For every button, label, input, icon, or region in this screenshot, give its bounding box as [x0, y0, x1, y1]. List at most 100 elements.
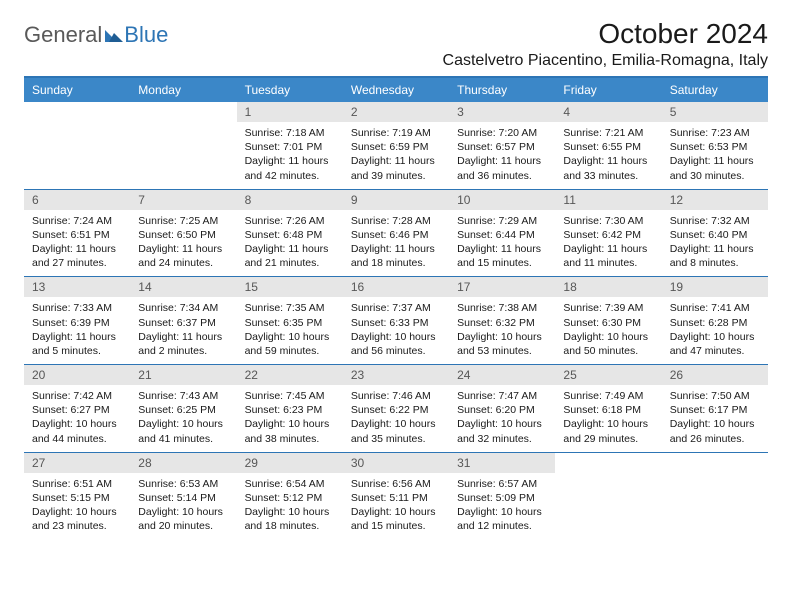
- day-number: 5: [662, 102, 768, 122]
- day-cell: 5Sunrise: 7:23 AMSunset: 6:53 PMDaylight…: [662, 102, 768, 189]
- day-details: Sunrise: 7:30 AMSunset: 6:42 PMDaylight:…: [555, 210, 661, 277]
- day-number: 8: [237, 190, 343, 210]
- dayname-sat: Saturday: [662, 78, 768, 102]
- day-number: 13: [24, 277, 130, 297]
- day-details: Sunrise: 7:21 AMSunset: 6:55 PMDaylight:…: [555, 122, 661, 189]
- brand-part2: Blue: [124, 22, 168, 48]
- day-number: 23: [343, 365, 449, 385]
- day-details: Sunrise: 7:43 AMSunset: 6:25 PMDaylight:…: [130, 385, 236, 452]
- day-cell: 30Sunrise: 6:56 AMSunset: 5:11 PMDayligh…: [343, 453, 449, 540]
- day-cell: 16Sunrise: 7:37 AMSunset: 6:33 PMDayligh…: [343, 277, 449, 364]
- calendar-page: General Blue October 2024 Castelvetro Pi…: [0, 0, 792, 559]
- day-number: 16: [343, 277, 449, 297]
- week-row: 6Sunrise: 7:24 AMSunset: 6:51 PMDaylight…: [24, 189, 768, 277]
- day-number: 31: [449, 453, 555, 473]
- day-cell: 19Sunrise: 7:41 AMSunset: 6:28 PMDayligh…: [662, 277, 768, 364]
- dayname-tue: Tuesday: [237, 78, 343, 102]
- day-details: Sunrise: 7:29 AMSunset: 6:44 PMDaylight:…: [449, 210, 555, 277]
- day-number: 20: [24, 365, 130, 385]
- day-details: Sunrise: 7:46 AMSunset: 6:22 PMDaylight:…: [343, 385, 449, 452]
- day-details: Sunrise: 7:28 AMSunset: 6:46 PMDaylight:…: [343, 210, 449, 277]
- day-cell: 29Sunrise: 6:54 AMSunset: 5:12 PMDayligh…: [237, 453, 343, 540]
- empty-cell: [24, 102, 130, 189]
- dayname-mon: Monday: [130, 78, 236, 102]
- day-number: 15: [237, 277, 343, 297]
- calendar: Sunday Monday Tuesday Wednesday Thursday…: [24, 76, 768, 539]
- header: General Blue October 2024 Castelvetro Pi…: [24, 18, 768, 70]
- day-number: 24: [449, 365, 555, 385]
- day-details: Sunrise: 7:32 AMSunset: 6:40 PMDaylight:…: [662, 210, 768, 277]
- day-number: 2: [343, 102, 449, 122]
- week-row: 1Sunrise: 7:18 AMSunset: 7:01 PMDaylight…: [24, 102, 768, 189]
- day-cell: 12Sunrise: 7:32 AMSunset: 6:40 PMDayligh…: [662, 190, 768, 277]
- day-cell: 11Sunrise: 7:30 AMSunset: 6:42 PMDayligh…: [555, 190, 661, 277]
- dayname-thu: Thursday: [449, 78, 555, 102]
- day-cell: 25Sunrise: 7:49 AMSunset: 6:18 PMDayligh…: [555, 365, 661, 452]
- day-number: 18: [555, 277, 661, 297]
- day-number: 17: [449, 277, 555, 297]
- day-cell: 22Sunrise: 7:45 AMSunset: 6:23 PMDayligh…: [237, 365, 343, 452]
- day-number: 6: [24, 190, 130, 210]
- dayname-row: Sunday Monday Tuesday Wednesday Thursday…: [24, 78, 768, 102]
- day-cell: 7Sunrise: 7:25 AMSunset: 6:50 PMDaylight…: [130, 190, 236, 277]
- day-number: 22: [237, 365, 343, 385]
- day-number: 3: [449, 102, 555, 122]
- day-cell: 26Sunrise: 7:50 AMSunset: 6:17 PMDayligh…: [662, 365, 768, 452]
- day-cell: 14Sunrise: 7:34 AMSunset: 6:37 PMDayligh…: [130, 277, 236, 364]
- brand-mark-icon: [104, 24, 124, 46]
- day-cell: 8Sunrise: 7:26 AMSunset: 6:48 PMDaylight…: [237, 190, 343, 277]
- day-cell: 27Sunrise: 6:51 AMSunset: 5:15 PMDayligh…: [24, 453, 130, 540]
- day-cell: 23Sunrise: 7:46 AMSunset: 6:22 PMDayligh…: [343, 365, 449, 452]
- day-number: 9: [343, 190, 449, 210]
- day-details: Sunrise: 7:20 AMSunset: 6:57 PMDaylight:…: [449, 122, 555, 189]
- day-details: Sunrise: 7:24 AMSunset: 6:51 PMDaylight:…: [24, 210, 130, 277]
- day-details: Sunrise: 6:53 AMSunset: 5:14 PMDaylight:…: [130, 473, 236, 540]
- location: Castelvetro Piacentino, Emilia-Romagna, …: [443, 52, 768, 70]
- day-number: 1: [237, 102, 343, 122]
- day-details: Sunrise: 6:54 AMSunset: 5:12 PMDaylight:…: [237, 473, 343, 540]
- day-cell: 1Sunrise: 7:18 AMSunset: 7:01 PMDaylight…: [237, 102, 343, 189]
- day-details: Sunrise: 7:49 AMSunset: 6:18 PMDaylight:…: [555, 385, 661, 452]
- empty-cell: [662, 453, 768, 540]
- brand-logo: General Blue: [24, 22, 168, 48]
- day-number: 30: [343, 453, 449, 473]
- day-details: Sunrise: 7:18 AMSunset: 7:01 PMDaylight:…: [237, 122, 343, 189]
- day-details: Sunrise: 7:47 AMSunset: 6:20 PMDaylight:…: [449, 385, 555, 452]
- day-number: 21: [130, 365, 236, 385]
- day-number: 19: [662, 277, 768, 297]
- dayname-sun: Sunday: [24, 78, 130, 102]
- day-cell: 20Sunrise: 7:42 AMSunset: 6:27 PMDayligh…: [24, 365, 130, 452]
- day-cell: 21Sunrise: 7:43 AMSunset: 6:25 PMDayligh…: [130, 365, 236, 452]
- day-details: Sunrise: 7:35 AMSunset: 6:35 PMDaylight:…: [237, 297, 343, 364]
- day-number: 26: [662, 365, 768, 385]
- day-number: 12: [662, 190, 768, 210]
- day-cell: 4Sunrise: 7:21 AMSunset: 6:55 PMDaylight…: [555, 102, 661, 189]
- brand-part1: General: [24, 22, 102, 48]
- day-details: Sunrise: 7:19 AMSunset: 6:59 PMDaylight:…: [343, 122, 449, 189]
- day-number: 27: [24, 453, 130, 473]
- day-cell: 6Sunrise: 7:24 AMSunset: 6:51 PMDaylight…: [24, 190, 130, 277]
- day-details: Sunrise: 7:34 AMSunset: 6:37 PMDaylight:…: [130, 297, 236, 364]
- day-details: Sunrise: 7:45 AMSunset: 6:23 PMDaylight:…: [237, 385, 343, 452]
- day-details: Sunrise: 7:41 AMSunset: 6:28 PMDaylight:…: [662, 297, 768, 364]
- day-cell: 17Sunrise: 7:38 AMSunset: 6:32 PMDayligh…: [449, 277, 555, 364]
- day-number: 14: [130, 277, 236, 297]
- month-title: October 2024: [443, 18, 768, 50]
- day-details: Sunrise: 7:42 AMSunset: 6:27 PMDaylight:…: [24, 385, 130, 452]
- day-cell: 10Sunrise: 7:29 AMSunset: 6:44 PMDayligh…: [449, 190, 555, 277]
- day-number: 25: [555, 365, 661, 385]
- day-details: Sunrise: 6:56 AMSunset: 5:11 PMDaylight:…: [343, 473, 449, 540]
- day-cell: 13Sunrise: 7:33 AMSunset: 6:39 PMDayligh…: [24, 277, 130, 364]
- day-details: Sunrise: 6:51 AMSunset: 5:15 PMDaylight:…: [24, 473, 130, 540]
- day-number: 11: [555, 190, 661, 210]
- day-details: Sunrise: 7:50 AMSunset: 6:17 PMDaylight:…: [662, 385, 768, 452]
- day-number: 4: [555, 102, 661, 122]
- day-details: Sunrise: 7:37 AMSunset: 6:33 PMDaylight:…: [343, 297, 449, 364]
- week-row: 27Sunrise: 6:51 AMSunset: 5:15 PMDayligh…: [24, 452, 768, 540]
- day-details: Sunrise: 7:38 AMSunset: 6:32 PMDaylight:…: [449, 297, 555, 364]
- day-number: 29: [237, 453, 343, 473]
- day-cell: 31Sunrise: 6:57 AMSunset: 5:09 PMDayligh…: [449, 453, 555, 540]
- day-cell: 9Sunrise: 7:28 AMSunset: 6:46 PMDaylight…: [343, 190, 449, 277]
- weeks-container: 1Sunrise: 7:18 AMSunset: 7:01 PMDaylight…: [24, 102, 768, 539]
- dayname-wed: Wednesday: [343, 78, 449, 102]
